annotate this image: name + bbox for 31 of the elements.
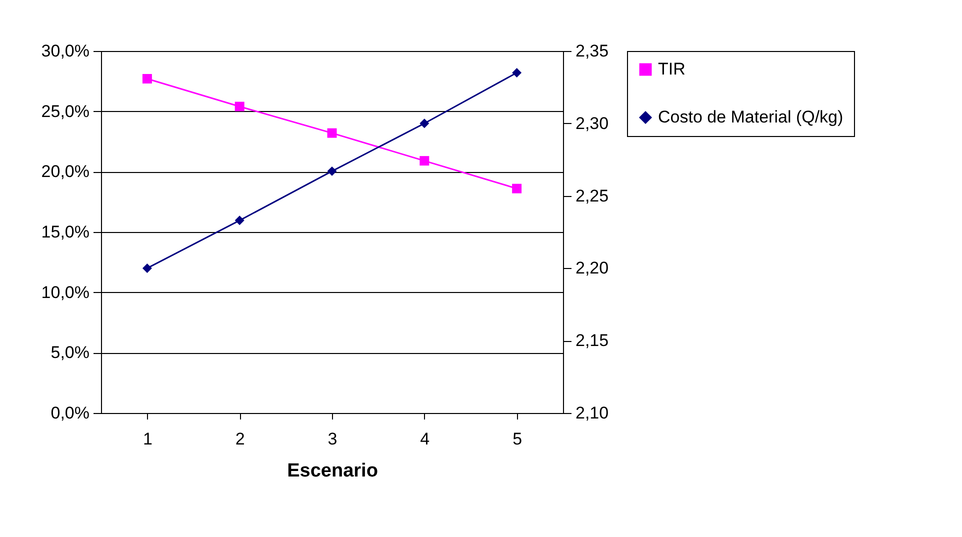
point — [234, 216, 244, 226]
point — [234, 102, 244, 112]
x-tick-label: 4 — [420, 430, 430, 448]
point — [420, 118, 430, 128]
y-tick-label: 20,0% — [41, 162, 90, 182]
point — [512, 68, 522, 78]
y2-tick-label: 2,35 — [576, 42, 609, 60]
y-tick-label: 30,0% — [41, 42, 90, 60]
y2-tick-label: 2,10 — [576, 404, 609, 422]
x-axis-title: Escenario — [287, 460, 378, 482]
point — [420, 156, 430, 166]
x-tick-label: 3 — [328, 430, 338, 448]
point — [327, 166, 337, 176]
legend-label: TIR — [658, 60, 686, 78]
y-tick-label: 10,0% — [41, 282, 90, 302]
point — [142, 74, 152, 84]
y-tick-label: 5,0% — [50, 343, 90, 362]
y-tick-label: 25,0% — [41, 102, 90, 121]
point — [512, 184, 522, 194]
point — [327, 128, 337, 138]
y-tick-label: 0,0% — [50, 404, 90, 422]
y2-tick-label: 2,15 — [576, 331, 609, 350]
point — [142, 263, 152, 273]
y2-tick-label: 2,25 — [576, 186, 609, 206]
y2-tick-label: 2,20 — [576, 258, 609, 278]
x-tick-label: 2 — [235, 430, 245, 448]
x-tick-label: 5 — [512, 430, 522, 448]
y2-tick-label: 2,30 — [576, 114, 609, 133]
y-tick-label: 15,0% — [41, 222, 90, 242]
x-tick-label: 1 — [142, 430, 152, 448]
legend-label: Costo de Material (Q/kg) — [658, 108, 844, 126]
